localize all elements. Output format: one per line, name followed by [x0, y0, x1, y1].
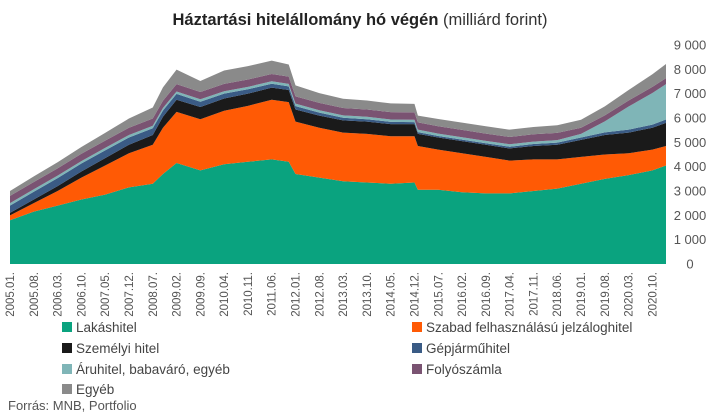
x-tick-label: 2014.05.	[386, 272, 398, 317]
legend-swatch	[62, 343, 72, 353]
y-tick-label: 0	[686, 257, 693, 272]
legend-swatch	[62, 384, 72, 394]
x-tick-label: 2016.02.	[457, 272, 469, 317]
x-tick-label: 2007.05.	[100, 272, 112, 317]
y-tick-label: 3 000	[674, 184, 707, 199]
y-tick-label: 1 000	[674, 232, 707, 247]
x-tick-label: 2014.12.	[410, 272, 422, 317]
x-tick-label: 2009.02.	[172, 272, 184, 317]
legend-label: Lakáshitel	[76, 320, 137, 335]
x-axis: 2005.01. 2005.08. 2006.03. 2006.10. 2007.05.…	[5, 272, 659, 317]
x-tick-label: 2011.06.	[267, 272, 279, 316]
legend-label: Személyi hitel	[76, 341, 159, 356]
x-tick-label: 2009.09.	[195, 272, 207, 317]
legend-label: Áruhitel, babaváró, egyéb	[76, 362, 230, 377]
y-tick-label: 9 000	[674, 38, 707, 53]
x-tick-label: 2008.07.	[148, 272, 160, 317]
x-tick-label: 2017.11.	[528, 272, 540, 316]
x-tick-label: 2013.03.	[338, 272, 350, 317]
y-tick-label: 7 000	[674, 86, 707, 101]
area-szemelyi-hitel	[10, 87, 666, 216]
y-tick-label: 5 000	[674, 135, 707, 150]
legend-label: Szabad felhasználású jelzáloghitel	[426, 320, 632, 335]
x-tick-label: 2018.06.	[552, 272, 564, 317]
legend-label: Egyéb	[76, 382, 114, 397]
legend-label: Gépjárműhitel	[426, 341, 510, 356]
chart-title: Háztartási hitelállomány hó végén (milli…	[172, 11, 547, 29]
area-aruhitel-babavaro-egyeb	[10, 81, 666, 206]
legend-label: Folyószámla	[426, 362, 502, 377]
x-tick-label: 2020.10.	[647, 272, 659, 317]
y-tick-label: 8 000	[674, 62, 707, 77]
y-tick-label: 2 000	[674, 208, 707, 223]
area-szabad-felhasznalasu-jelzaloghitel	[10, 99, 666, 221]
legend-swatch	[62, 322, 72, 332]
chart-title-bold: Háztartási hitelállomány hó végén	[172, 11, 438, 29]
x-tick-label: 2017.04.	[505, 272, 517, 317]
x-tick-label: 2016.09.	[481, 272, 493, 317]
x-tick-label: 2005.08.	[29, 272, 41, 317]
x-tick-label: 2020.03.	[624, 272, 636, 317]
x-tick-label: 2005.01.	[5, 272, 17, 317]
x-tick-label: 2012.01.	[291, 272, 303, 317]
area-egyeb	[10, 60, 666, 196]
x-tick-label: 2019.01.	[576, 272, 588, 317]
y-axis: 0 1 000 2 000 3 000 4 000 5 000 6 000 7 000 8 00…	[674, 38, 707, 272]
legend-swatch	[412, 343, 422, 353]
legend-swatch	[412, 364, 422, 374]
x-tick-label: 2013.10.	[362, 272, 374, 317]
x-tick-label: 2012.08.	[314, 272, 326, 317]
legend: Lakáshitel Szabad felhasználású jelzálogh…	[62, 320, 632, 397]
legend-swatch	[62, 364, 72, 374]
y-tick-label: 6 000	[674, 111, 707, 126]
area-folyoszamla	[10, 73, 666, 204]
x-tick-label: 2010.04.	[219, 272, 231, 317]
x-tick-label: 2019.08.	[600, 272, 612, 317]
y-tick-label: 4 000	[674, 159, 707, 174]
chart-title-unit: (milliárd forint)	[438, 11, 547, 29]
area-lakashitel	[10, 159, 666, 264]
x-tick-label: 2006.10.	[76, 272, 88, 317]
x-tick-label: 2007.12.	[124, 272, 136, 317]
x-tick-label: 2006.03.	[53, 272, 65, 317]
x-tick-label: 2015.07.	[433, 272, 445, 317]
source-note: Forrás: MNB, Portfolio	[8, 398, 137, 413]
x-tick-label: 2010.11.	[243, 272, 255, 316]
legend-swatch	[412, 322, 422, 332]
stacked-area-layers	[10, 60, 666, 264]
